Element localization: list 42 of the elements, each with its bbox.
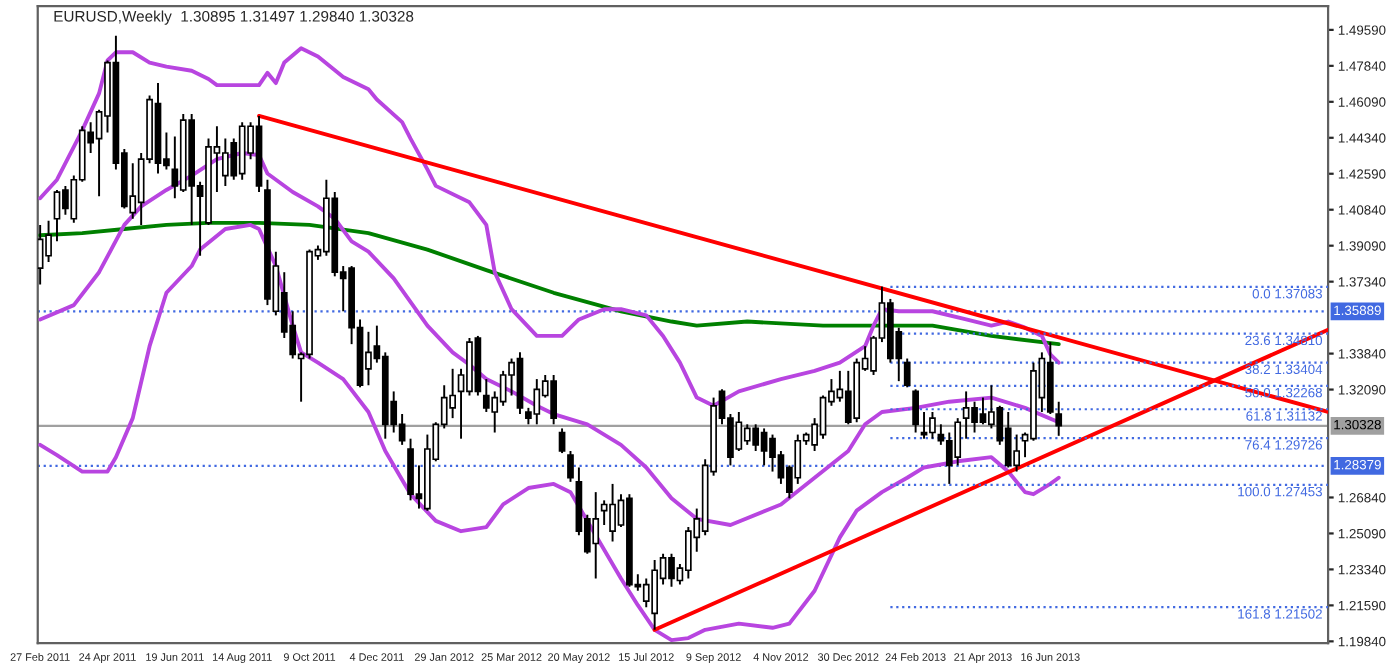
candlestick: [903, 357, 911, 389]
candlestick: [449, 367, 456, 420]
line-series: [38, 46, 1061, 408]
candlestick: [550, 374, 558, 426]
candlestick: [735, 411, 743, 452]
line-series: [38, 220, 1061, 347]
candlestick: [221, 137, 229, 187]
candlestick: [929, 411, 936, 440]
candlestick: [684, 526, 692, 580]
candlestick: [752, 423, 760, 452]
candlestick: [37, 223, 44, 286]
candlestick: [592, 491, 600, 580]
candlestick: [1004, 411, 1012, 469]
candlestick: [365, 330, 372, 387]
line-series: [38, 222, 1061, 643]
candlestick: [482, 378, 490, 413]
candlestick: [844, 369, 852, 426]
candlestick: [1055, 400, 1063, 437]
candlestick: [668, 552, 675, 588]
candlestick: [558, 427, 566, 455]
candlestick: [609, 482, 616, 543]
candlestick: [760, 427, 768, 467]
candlestick: [1013, 433, 1020, 473]
candlestick: [238, 121, 246, 181]
candlestick: [651, 558, 659, 631]
candlestick: [533, 378, 541, 426]
candlestick: [567, 450, 574, 483]
candlestick: [912, 388, 919, 434]
candlestick: [769, 433, 776, 473]
candlestick: [743, 423, 751, 446]
candlestick: [962, 390, 970, 440]
candlestick: [600, 499, 608, 526]
candlestick: [642, 577, 650, 609]
candlestick: [53, 189, 61, 243]
candlestick: [954, 417, 962, 467]
candlestick: [62, 184, 69, 216]
candlestick: [499, 369, 507, 407]
candlestick: [971, 400, 978, 434]
candlestick: [407, 437, 414, 502]
candlestick: [979, 396, 987, 426]
candlestick: [794, 433, 802, 485]
candlestick: [45, 219, 52, 263]
